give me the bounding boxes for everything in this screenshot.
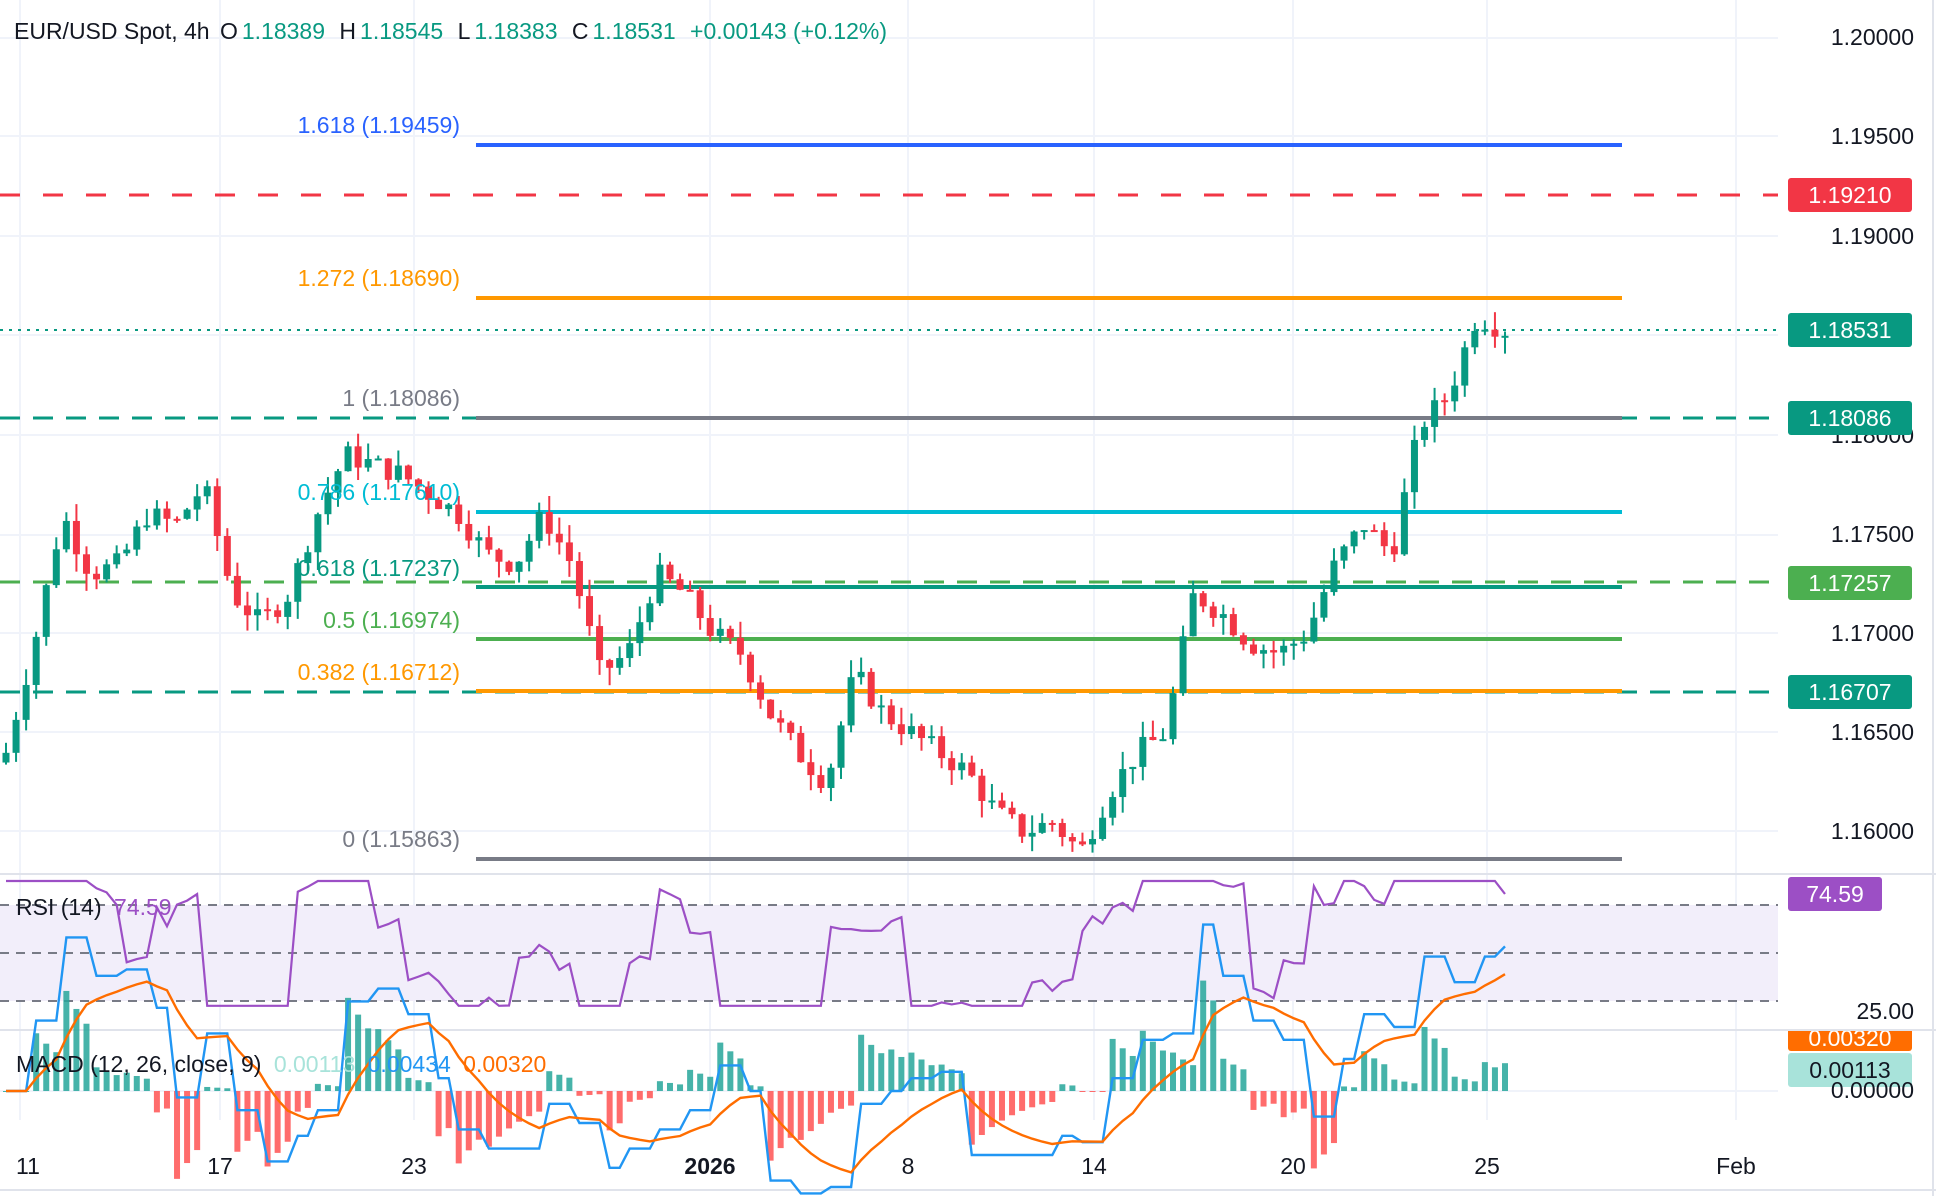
price-tick: 1.19500 xyxy=(1830,123,1914,149)
rsi-title: RSI (14) xyxy=(16,894,102,920)
fib-1-badge: 1.18086 xyxy=(1788,401,1912,435)
price-tick: 1.17000 xyxy=(1830,620,1914,646)
signal-line xyxy=(6,973,1506,1174)
vertical-gridlines xyxy=(19,0,1737,1120)
resistance-badge: 1.19210 xyxy=(1788,178,1912,212)
time-tick: 14 xyxy=(1081,1153,1107,1179)
symbol-legend[interactable]: EUR/USD Spot, 4h O 1.18389 H 1.18545 L 1.18… xyxy=(14,18,891,45)
candlesticks xyxy=(2,312,1509,853)
rsi-legend[interactable]: RSI (14) 74.59 xyxy=(16,894,172,921)
open-label: O 1.18389 xyxy=(219,18,326,44)
macd-signal-badge: 0.00320 xyxy=(1788,1031,1912,1051)
fib-lines xyxy=(476,143,1622,861)
time-tick-year: 2026 xyxy=(684,1153,736,1179)
fib-label-05: 0.5 (1.16974) xyxy=(323,607,460,633)
macd-axis-zero: 0.00000 xyxy=(1830,1077,1914,1103)
fib-label-1: 1 (1.18086) xyxy=(342,385,460,411)
time-tick: 8 xyxy=(901,1153,915,1179)
price-tick: 1.16500 xyxy=(1830,719,1914,745)
fib-label-0786: 0.786 (1.17610) xyxy=(297,479,460,505)
fib-label-0: 0 (1.15863) xyxy=(342,826,460,852)
macd-hist-badge: 0.00113 xyxy=(1788,1053,1912,1087)
macd-signal-value: 0.00320 xyxy=(463,1051,547,1077)
fib-label-0382: 0.382 (1.16712) xyxy=(297,659,460,685)
macd-title: MACD (12, 26, close, 9) xyxy=(16,1051,262,1077)
low-label: L 1.18383 xyxy=(457,18,558,44)
symbol-title: EUR/USD Spot, 4h xyxy=(14,18,210,44)
time-tick: 25 xyxy=(1474,1153,1500,1179)
fib-label-0618: 0.618 (1.17237) xyxy=(297,555,460,581)
macd-line xyxy=(6,923,1506,1195)
time-tick: 17 xyxy=(207,1153,233,1179)
high-label: H 1.18545 xyxy=(339,18,444,44)
macd-hist-value: 0.00113 xyxy=(273,1051,356,1077)
time-tick: 11 xyxy=(16,1153,40,1179)
last-price-badge: 1.18531 xyxy=(1788,313,1912,347)
support-2-badge: 1.16707 xyxy=(1788,675,1912,709)
close-label: C 1.18531 xyxy=(571,18,676,44)
price-tick: 1.20000 xyxy=(1830,24,1914,50)
rsi-line xyxy=(6,879,1506,1007)
macd-value: 0.00434 xyxy=(367,1051,451,1077)
price-tick: 1.17500 xyxy=(1830,521,1914,547)
rsi-badge: 74.59 xyxy=(1788,877,1882,911)
fib-label-1272: 1.272 (1.18690) xyxy=(297,265,460,291)
fib-label-1618: 1.618 (1.19459) xyxy=(297,112,460,138)
rsi-value: 74.59 xyxy=(114,894,172,920)
horizontal-gridlines xyxy=(0,37,1778,832)
time-tick: 23 xyxy=(401,1153,427,1179)
support-1-badge: 1.17257 xyxy=(1788,566,1912,600)
macd-legend[interactable]: MACD (12, 26, close, 9) 0.00113 0.00434 … xyxy=(16,1051,546,1078)
change-value: +0.00143 (+0.12%) xyxy=(690,18,887,44)
time-tick: 20 xyxy=(1280,1153,1306,1179)
price-tick: 1.19000 xyxy=(1830,223,1914,249)
price-tick: 1.16000 xyxy=(1830,818,1914,844)
rsi-axis-tick: 25.00 xyxy=(1856,998,1914,1024)
time-tick: Feb xyxy=(1716,1153,1756,1179)
